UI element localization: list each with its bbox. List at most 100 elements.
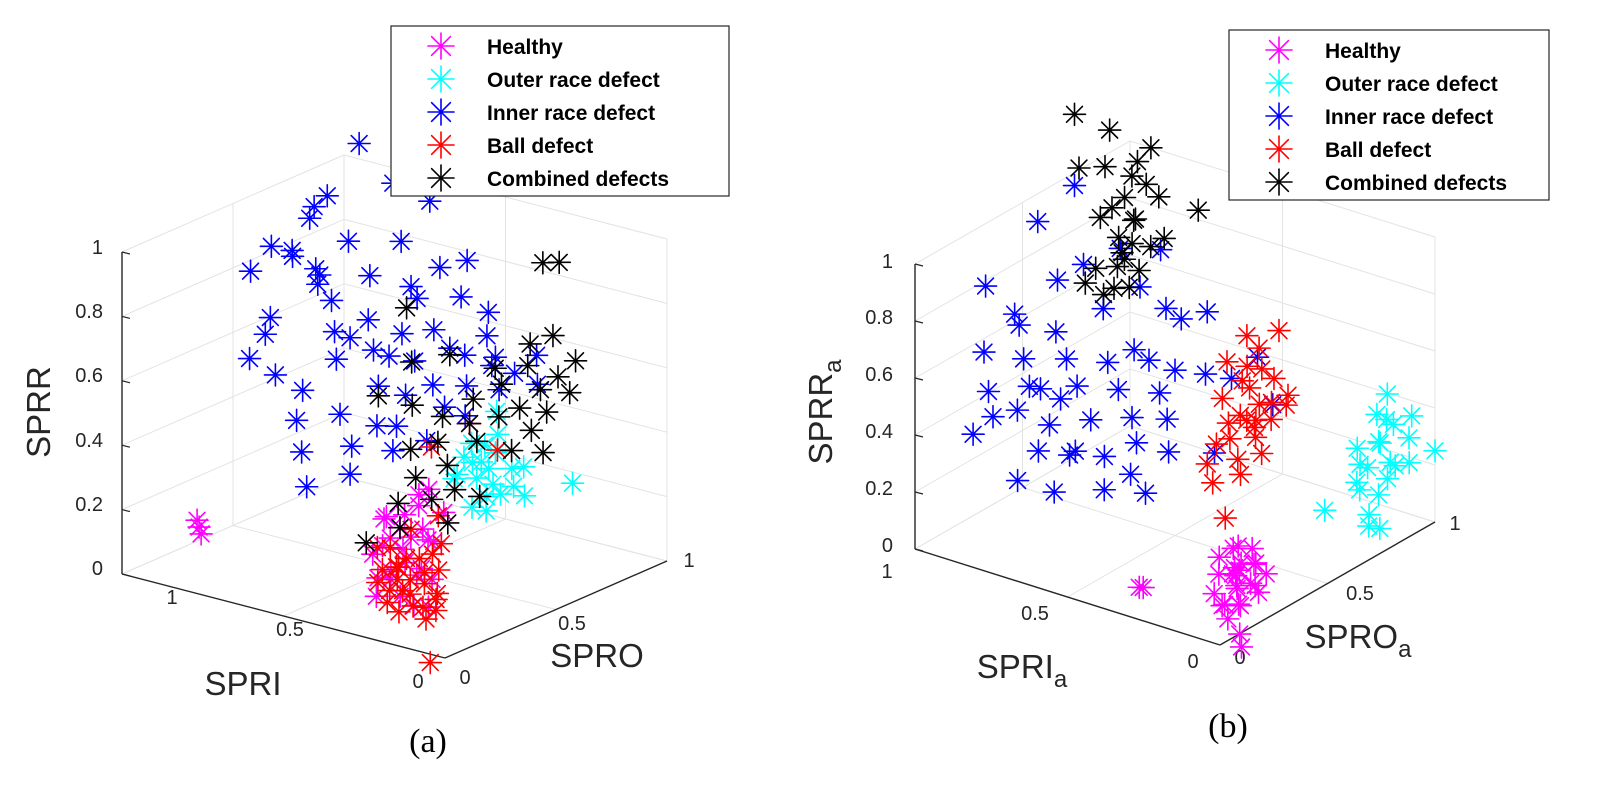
legend-marker xyxy=(427,98,455,126)
x-tick-label: 0 xyxy=(412,671,423,693)
data-point xyxy=(524,343,549,368)
data-point xyxy=(502,361,527,386)
series-combined-defects xyxy=(1062,102,1211,307)
data-point xyxy=(377,344,401,368)
data-point xyxy=(426,558,451,582)
series-inner-race-defect xyxy=(961,173,1285,506)
data-point xyxy=(347,131,371,156)
y-tick-label: 0.5 xyxy=(558,613,586,635)
data-point xyxy=(1356,514,1381,538)
data-point xyxy=(1005,398,1030,422)
data-point xyxy=(557,380,582,405)
data-point xyxy=(1202,581,1226,606)
y-tick-label: 0 xyxy=(1234,647,1245,669)
data-point xyxy=(1195,300,1220,324)
data-point xyxy=(1028,376,1053,401)
data-point xyxy=(1312,498,1337,523)
gridline xyxy=(1129,425,1436,523)
legend-marker xyxy=(427,131,455,159)
data-point xyxy=(534,400,559,424)
z-tick-mark xyxy=(121,573,131,577)
legend-item: Healthy xyxy=(1265,36,1401,64)
legend-label: Outer race defect xyxy=(1325,73,1498,96)
data-point xyxy=(1083,256,1108,281)
z-tick-mark xyxy=(121,315,131,319)
data-point xyxy=(512,483,537,508)
series-ball-defect xyxy=(1195,318,1300,530)
data-point xyxy=(1017,374,1042,399)
data-point xyxy=(449,285,473,309)
data-point xyxy=(1125,149,1150,174)
data-point xyxy=(1215,349,1239,374)
data-point xyxy=(1092,444,1117,469)
legend-label: Inner race defect xyxy=(487,102,655,125)
chart-b-ticks: 0 0.5 1 0 0.5 1 0 0.2 0.4 0.6 0.8 1 xyxy=(865,251,1460,673)
data-point xyxy=(384,414,409,439)
z-tick-mark xyxy=(121,251,131,255)
data-point xyxy=(253,322,278,347)
data-point xyxy=(563,348,588,373)
data-point xyxy=(1120,405,1144,430)
data-point xyxy=(435,511,460,535)
data-point xyxy=(302,194,326,219)
chart-b-legend: Healthy Outer race defect Inner race defec… xyxy=(1228,29,1550,201)
z-tick-label: 0.6 xyxy=(865,364,893,386)
z-tick-label: 0.6 xyxy=(75,365,103,387)
data-point xyxy=(467,484,492,509)
data-point xyxy=(365,413,389,438)
data-point xyxy=(258,305,283,330)
data-point xyxy=(358,263,382,288)
data-point xyxy=(289,440,314,464)
data-point xyxy=(237,346,262,371)
data-point xyxy=(1186,198,1211,222)
data-point xyxy=(546,365,570,389)
data-point xyxy=(1118,462,1143,487)
z-tick-label: 0.8 xyxy=(865,307,893,329)
series-combined-defects xyxy=(354,250,588,555)
data-point xyxy=(976,379,1001,404)
data-point xyxy=(1137,348,1161,372)
data-point xyxy=(1365,402,1389,427)
data-point xyxy=(528,377,553,402)
x-tick-label: 1 xyxy=(881,561,892,583)
y-tick-label: 0.5 xyxy=(1346,583,1374,605)
data-point xyxy=(374,504,399,529)
data-point xyxy=(280,238,304,263)
data-point xyxy=(1169,307,1194,331)
z-tick-label: 0.2 xyxy=(75,494,103,516)
data-point xyxy=(1163,358,1187,383)
data-point xyxy=(464,466,489,490)
data-point xyxy=(185,508,209,533)
legend-item: Outer race defect xyxy=(427,65,660,93)
data-point xyxy=(1195,452,1220,476)
data-point xyxy=(1065,374,1089,398)
z-tick-label: 0.8 xyxy=(75,301,103,323)
caption-a: (a) xyxy=(409,723,447,760)
data-point xyxy=(1057,443,1082,467)
data-point xyxy=(424,598,448,623)
data-point xyxy=(437,342,462,367)
data-point xyxy=(1220,561,1245,586)
data-point xyxy=(305,272,330,297)
data-point xyxy=(1092,477,1117,502)
data-point xyxy=(1117,275,1142,300)
data-point xyxy=(336,229,361,254)
data-point xyxy=(1147,185,1171,209)
data-point xyxy=(1247,392,1272,417)
data-point xyxy=(354,530,379,555)
data-point xyxy=(381,438,405,463)
data-point xyxy=(399,350,424,374)
data-point xyxy=(1200,471,1225,495)
legend-marker xyxy=(1265,135,1293,163)
data-point xyxy=(1121,208,1146,233)
data-point xyxy=(1216,607,1240,631)
data-point xyxy=(1048,387,1073,411)
data-point xyxy=(1262,366,1286,391)
z-tick-mark xyxy=(121,380,131,384)
legend-marker xyxy=(1265,102,1293,130)
data-point xyxy=(1122,337,1146,362)
y-tick-label: 1 xyxy=(1449,513,1460,535)
data-point xyxy=(389,229,413,254)
legend-marker xyxy=(1265,69,1293,97)
data-point xyxy=(1207,545,1231,569)
